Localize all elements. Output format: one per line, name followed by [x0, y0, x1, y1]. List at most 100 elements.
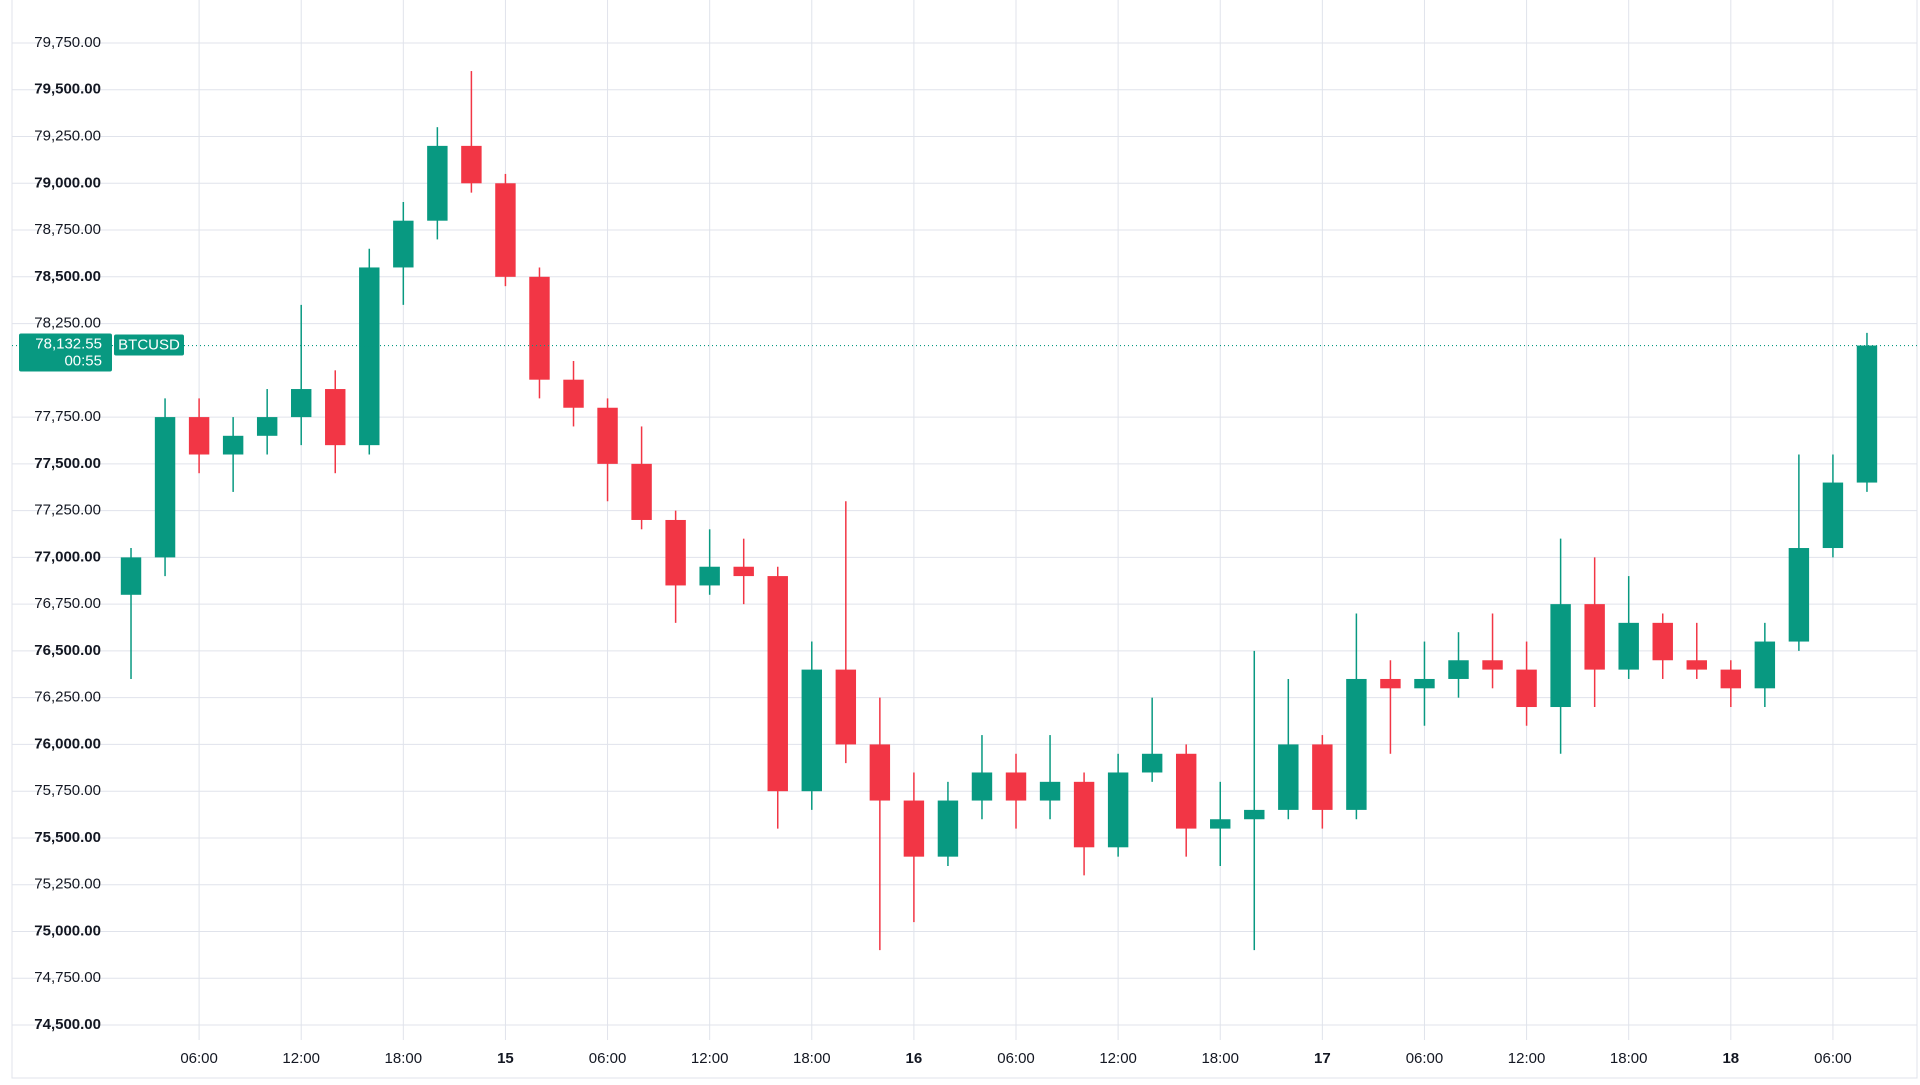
y-tick-label: 75,500.00 [34, 829, 101, 846]
labels: 74,500.00 74,750.00 75,000.00 75,250.00 75,5… [19, 34, 1852, 1067]
candle-body [222, 435, 244, 455]
x-tick-label: 12:00 [1508, 1050, 1546, 1067]
countdown: 00:55 [64, 353, 102, 370]
candle-body [699, 566, 720, 586]
candle-body [835, 669, 857, 745]
candle-body [971, 772, 993, 801]
y-tick-label: 74,500.00 [34, 1016, 101, 1033]
candle-body [1312, 744, 1333, 810]
candle-body [733, 566, 754, 577]
candle-body [120, 557, 142, 595]
candle-body [1039, 781, 1061, 801]
candle-body [1175, 753, 1197, 829]
candle-body [631, 463, 652, 520]
x-tick-label: 06:00 [589, 1050, 627, 1067]
x-tick-label: 18:00 [1201, 1050, 1239, 1067]
x-tick-label: 12:00 [282, 1050, 320, 1067]
y-tick-label: 79,000.00 [34, 174, 101, 191]
y-tick-label: 77,500.00 [34, 455, 101, 472]
candle-body [767, 576, 788, 792]
last-price-label: 78,132.55 [35, 336, 102, 353]
candle-body [1210, 819, 1231, 829]
candle-body [1822, 482, 1844, 549]
candle-body [427, 145, 448, 221]
x-tick-label: 16 [906, 1050, 923, 1067]
candle-body [563, 379, 584, 408]
candles [12, 71, 1917, 951]
candle-body [1380, 678, 1401, 689]
y-tick-label: 78,500.00 [34, 268, 101, 285]
candle-body [903, 800, 925, 857]
last-price-box [19, 333, 112, 372]
y-tick-label: 77,000.00 [34, 548, 101, 565]
y-tick-label: 79,500.00 [34, 81, 101, 98]
y-tick-label: 76,000.00 [34, 735, 101, 752]
candle-body [529, 276, 550, 380]
y-tick-label: 76,750.00 [34, 595, 101, 612]
y-tick-label: 76,250.00 [34, 689, 101, 706]
y-tick-label: 75,750.00 [34, 782, 101, 799]
candle-body [1856, 345, 1878, 483]
candle-body [1754, 641, 1776, 689]
y-tick-label: 77,250.00 [34, 502, 101, 519]
y-tick-label: 78,750.00 [34, 221, 101, 238]
candle-body [937, 800, 959, 857]
candle-body [1550, 604, 1571, 708]
y-tick-label: 76,500.00 [34, 642, 101, 659]
candle-body [1652, 622, 1673, 661]
candle-body [1788, 548, 1810, 642]
candle-body [1516, 669, 1537, 708]
y-tick-label: 77,750.00 [34, 408, 101, 425]
x-tick-label: 12:00 [1099, 1050, 1137, 1067]
candle-body [1005, 772, 1027, 801]
candle-body [359, 267, 380, 446]
candle-body [1686, 660, 1707, 670]
candle-body [665, 519, 686, 586]
x-tick-label: 06:00 [997, 1050, 1035, 1067]
candle-body [1107, 772, 1129, 848]
candle-body [188, 417, 210, 455]
y-tick-label: 74,750.00 [34, 969, 101, 986]
grid [12, 0, 1917, 1040]
candle-body [1414, 678, 1435, 689]
candle-body [597, 407, 618, 464]
candle-body [869, 744, 891, 801]
y-tick-label: 79,750.00 [34, 34, 101, 51]
candle-body [325, 389, 346, 446]
candle-body [1482, 660, 1503, 670]
x-tick-label: 18 [1722, 1050, 1739, 1067]
x-tick-label: 06:00 [1406, 1050, 1444, 1067]
candle-body [1584, 604, 1605, 670]
candle-body [1244, 809, 1265, 820]
x-tick-label: 06:00 [1814, 1050, 1852, 1067]
x-tick-label: 17 [1314, 1050, 1331, 1067]
x-tick-label: 18:00 [793, 1050, 831, 1067]
y-tick-label: 79,250.00 [34, 127, 101, 144]
candle-body [1073, 781, 1095, 848]
chart-frame [11, 0, 1918, 1079]
x-tick-label: 15 [497, 1050, 514, 1067]
candle-body [461, 145, 482, 184]
symbol-label: BTCUSD [118, 337, 180, 354]
candle-body [801, 669, 822, 792]
x-tick-label: 18:00 [1610, 1050, 1648, 1067]
candle-body [256, 417, 278, 436]
x-tick-label: 18:00 [385, 1050, 423, 1067]
y-tick-label: 75,250.00 [34, 876, 101, 893]
x-tick-label: 12:00 [691, 1050, 729, 1067]
candle-body [1278, 744, 1299, 810]
candle-body [1141, 753, 1163, 773]
y-tick-label: 75,000.00 [34, 922, 101, 939]
candle-body [1618, 622, 1639, 670]
symbol-tag [114, 334, 184, 356]
candle-body [393, 220, 414, 268]
candle-body [290, 389, 312, 418]
candle-body [154, 417, 176, 558]
y-tick-label: 78,250.00 [34, 315, 101, 332]
candle-body [1720, 669, 1742, 689]
candle-body [1346, 678, 1367, 810]
x-tick-label: 06:00 [180, 1050, 218, 1067]
candle-body [1448, 660, 1469, 679]
